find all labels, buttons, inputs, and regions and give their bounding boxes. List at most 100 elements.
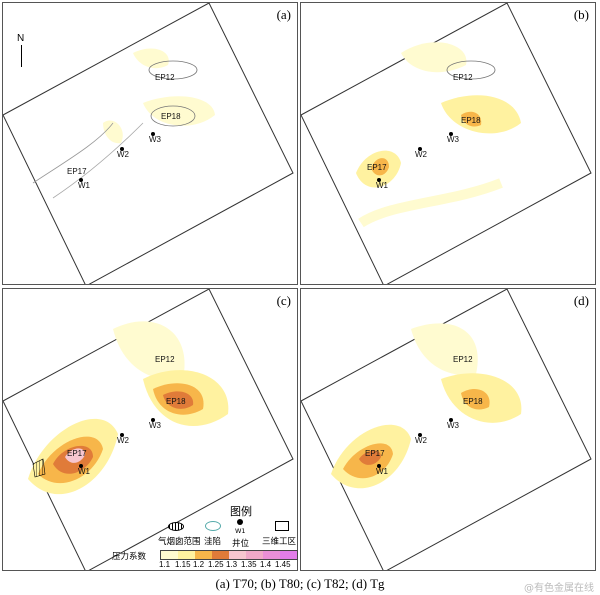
zone-label-ep12: EP12 <box>155 73 175 82</box>
contour-line <box>32 122 114 184</box>
well-marker <box>120 147 124 151</box>
scale-swatch <box>280 551 297 559</box>
scale-value: 1.4 <box>260 560 272 569</box>
legend-symbol-chimney <box>168 522 184 531</box>
pressure-zone <box>359 450 381 465</box>
well-label-w2: W2 <box>117 436 129 445</box>
well-marker <box>377 464 381 468</box>
legend-depression-label: 洼陷 <box>204 537 222 547</box>
legend-chimney-label: 气烟囱范围 <box>158 537 201 547</box>
well-label-w1: W1 <box>376 181 388 190</box>
pressure-zone <box>163 391 194 409</box>
well-label-w3: W3 <box>447 135 459 144</box>
map-d-svg <box>301 289 592 570</box>
scale-value: 1.45 <box>275 560 291 569</box>
depression-outline <box>148 60 198 80</box>
zone-label-ep17: EP17 <box>365 449 385 458</box>
survey-boundary <box>301 3 592 284</box>
scale-value: 1.1 <box>159 560 171 569</box>
north-arrow: N <box>17 33 24 67</box>
scale-value: 1.3 <box>226 560 238 569</box>
well-marker <box>151 418 155 422</box>
map-a-svg <box>3 3 294 284</box>
depression-outline <box>446 60 496 80</box>
legend-title: 图例 <box>230 505 252 518</box>
pressure-zone <box>401 42 467 73</box>
pressure-zone <box>65 448 85 463</box>
well-label-w2: W2 <box>415 436 427 445</box>
scale-swatch <box>263 551 280 559</box>
pressure-zone <box>461 389 490 410</box>
zone-label-ep17: EP17 <box>67 167 87 176</box>
zone-label-ep17: EP17 <box>67 449 87 458</box>
zone-label-ep12: EP12 <box>155 355 175 364</box>
pressure-zone <box>113 321 185 380</box>
map-b-svg <box>301 3 592 284</box>
legend-symbol-survey <box>275 521 289 531</box>
scale-swatch <box>161 551 178 559</box>
well-label-w1: W1 <box>376 467 388 476</box>
legend-symbol-depression <box>205 521 221 531</box>
depression-outline <box>150 105 196 127</box>
zone-label-ep18: EP18 <box>463 397 483 406</box>
scale-swatch <box>212 551 229 559</box>
pressure-zone <box>461 111 482 127</box>
zone-label-ep12: EP12 <box>453 355 473 364</box>
gas-chimney-area <box>32 458 46 478</box>
zone-label-ep18: EP18 <box>461 116 481 125</box>
pressure-scale-bar <box>160 550 298 560</box>
well-label-w2: W2 <box>415 150 427 159</box>
scale-value: 1.35 <box>241 560 257 569</box>
map-c-svg <box>3 289 294 570</box>
well-marker <box>120 433 124 437</box>
north-label: N <box>17 33 25 44</box>
well-label-w2: W2 <box>117 150 129 159</box>
panel-label: (a) <box>276 7 291 22</box>
scale-swatch <box>178 551 195 559</box>
zone-label-ep18: EP18 <box>166 397 186 406</box>
figure-caption: (a) T70; (b) T80; (c) T82; (d) Tg <box>215 576 385 591</box>
map-panel-c: (c) EP12 EP18 EP17 W1 W2 W3 <box>2 288 298 571</box>
panel-label: (d) <box>573 293 589 308</box>
scale-value: 1.25 <box>208 560 224 569</box>
survey-boundary <box>3 3 294 284</box>
zone-label-ep12: EP12 <box>453 73 473 82</box>
contour-line <box>52 122 144 199</box>
scale-value: 1.2 <box>193 560 205 569</box>
well-marker <box>418 147 422 151</box>
zone-label-ep17: EP17 <box>367 163 387 172</box>
scale-swatch <box>229 551 246 559</box>
scale-swatch <box>195 551 212 559</box>
well-marker <box>151 132 155 136</box>
pressure-zone <box>358 178 503 228</box>
pressure-zone <box>371 158 389 176</box>
watermark: @有色金属在线 <box>524 583 594 594</box>
well-label-w3: W3 <box>447 421 459 430</box>
scale-swatch <box>246 551 263 559</box>
legend-survey-label: 三维工区 <box>262 537 297 547</box>
legend-symbol-well <box>237 519 243 525</box>
pressure-zone <box>143 96 215 126</box>
pressure-scale-label: 压力系数 <box>112 552 147 562</box>
legend-well-label: 井位 <box>232 539 250 549</box>
zone-label-ep18: EP18 <box>161 112 181 121</box>
well-label-w1: W1 <box>78 181 90 190</box>
panel-label: (b) <box>573 7 589 22</box>
well-marker <box>449 418 453 422</box>
well-marker <box>418 433 422 437</box>
map-panel-a: (a) N EP12 EP18 EP17 W1 W2 W3 <box>2 2 298 285</box>
pressure-zone <box>441 95 521 134</box>
map-panel-d: (d) EP12 EP18 EP17 W1 W2 W3 <box>300 288 596 571</box>
well-label-w3: W3 <box>149 421 161 430</box>
pressure-zone <box>103 120 123 144</box>
well-marker <box>79 464 83 468</box>
scale-value: 1.15 <box>175 560 191 569</box>
pressure-zone <box>133 48 169 69</box>
map-panel-b: (b) EP12 EP18 EP17 W1 W2 W3 <box>300 2 596 285</box>
panel-label: (c) <box>276 293 291 308</box>
pressure-zone <box>411 323 478 376</box>
well-label-w3: W3 <box>149 135 161 144</box>
well-marker <box>377 178 381 182</box>
well-label-w1: W1 <box>78 467 90 476</box>
well-marker <box>79 178 83 182</box>
